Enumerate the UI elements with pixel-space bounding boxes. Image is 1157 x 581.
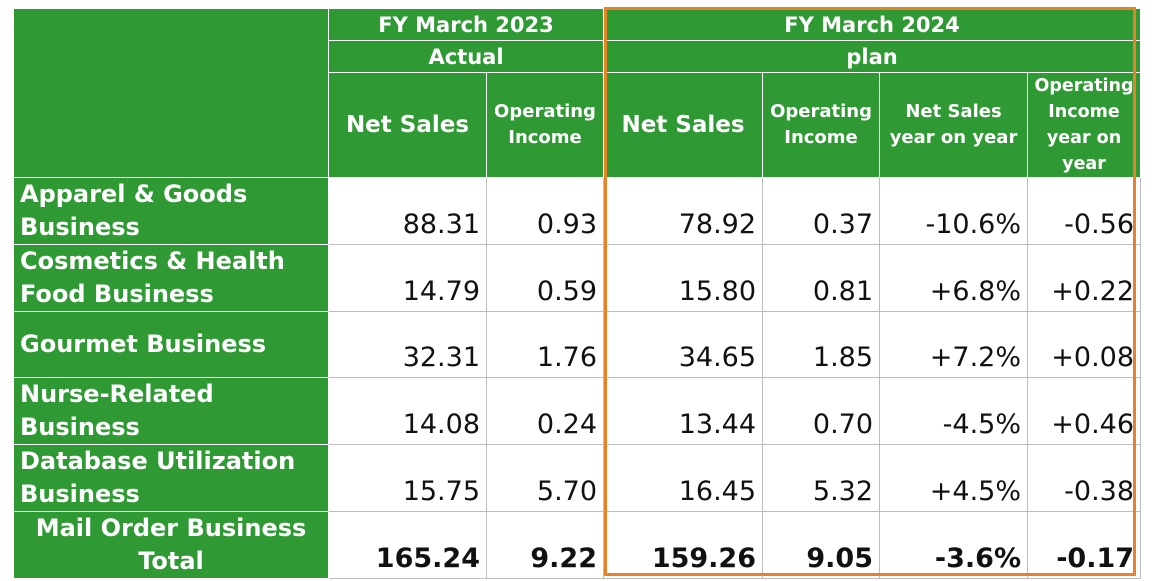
operating-income-2024-cell: 1.85 xyxy=(762,311,881,378)
table-row: Database Utilization Business 15.75 5.70… xyxy=(13,444,1142,512)
net-sales-yoy-cell: -10.6% xyxy=(879,177,1029,245)
operating-income-yoy-cell: +0.08 xyxy=(1027,311,1142,378)
col-net-sales-yoy: Net Sales year on year xyxy=(879,72,1029,178)
net-sales-2023-cell: 32.31 xyxy=(328,311,487,378)
col-operating-income-yoy: Operating Income year on year xyxy=(1027,72,1142,178)
net-sales-2023-cell: 15.75 xyxy=(328,444,487,512)
operating-income-2023-cell: 0.59 xyxy=(485,244,605,312)
operating-income-2024-cell: 0.37 xyxy=(762,177,881,245)
operating-income-2023-cell: 1.76 xyxy=(485,311,605,378)
total-net-sales-2024: 159.26 xyxy=(603,511,764,579)
fy2024-header: FY March 2024 xyxy=(603,8,1142,41)
col-operating-income-2024: Operating Income xyxy=(762,72,881,178)
actual-header: Actual xyxy=(327,40,605,73)
operating-income-2023-cell: 0.24 xyxy=(485,377,605,445)
net-sales-2023-cell: 14.79 xyxy=(328,244,487,312)
net-sales-2024-cell: 34.65 xyxy=(603,311,764,378)
col-net-sales-2023: Net Sales xyxy=(328,72,487,178)
operating-income-yoy-cell: -0.38 xyxy=(1027,444,1142,512)
operating-income-2023-cell: 5.70 xyxy=(485,444,605,512)
row-label: Cosmetics & Health Food Business xyxy=(13,244,329,312)
row-label: Apparel & Goods Business xyxy=(13,177,329,245)
operating-income-2024-cell: 5.32 xyxy=(762,444,881,512)
plan-header: plan xyxy=(603,40,1142,73)
operating-income-yoy-cell: +0.22 xyxy=(1027,244,1142,312)
net-sales-yoy-cell: -4.5% xyxy=(879,377,1029,445)
financial-table: FY March 2023 FY March 2024 Actual plan … xyxy=(13,8,1142,579)
row-label: Gourmet Business xyxy=(13,311,329,378)
net-sales-yoy-cell: +4.5% xyxy=(879,444,1029,512)
table-row: Cosmetics & Health Food Business 14.79 0… xyxy=(13,244,1142,312)
total-net-sales-2023: 165.24 xyxy=(328,511,487,579)
operating-income-yoy-cell: -0.56 xyxy=(1027,177,1142,245)
operating-income-yoy-cell: +0.46 xyxy=(1027,377,1142,445)
table-row: Apparel & Goods Business 88.31 0.93 78.9… xyxy=(13,177,1142,245)
operating-income-2023-cell: 0.93 xyxy=(485,177,605,245)
total-label: Mail Order Business Total xyxy=(13,511,329,579)
operating-income-2024-cell: 0.81 xyxy=(762,244,881,312)
net-sales-2024-cell: 13.44 xyxy=(603,377,764,445)
operating-income-2024-cell: 0.70 xyxy=(762,377,881,445)
net-sales-2024-cell: 15.80 xyxy=(603,244,764,312)
col-net-sales-2024: Net Sales xyxy=(603,72,764,178)
total-operating-income-yoy: -0.17 xyxy=(1027,511,1142,579)
corner-cell xyxy=(13,8,329,178)
net-sales-2023-cell: 14.08 xyxy=(328,377,487,445)
net-sales-2024-cell: 78.92 xyxy=(603,177,764,245)
net-sales-yoy-cell: +7.2% xyxy=(879,311,1029,378)
total-row: Mail Order Business Total 165.24 9.22 15… xyxy=(13,511,1142,579)
fy2023-header: FY March 2023 xyxy=(327,8,605,41)
row-label: Nurse-Related Business xyxy=(13,377,329,445)
total-net-sales-yoy: -3.6% xyxy=(879,511,1029,579)
col-operating-income-2023: Operating Income xyxy=(485,72,605,178)
total-operating-income-2023: 9.22 xyxy=(485,511,605,579)
net-sales-2024-cell: 16.45 xyxy=(603,444,764,512)
table-row: Gourmet Business 32.31 1.76 34.65 1.85 +… xyxy=(13,311,1142,378)
net-sales-yoy-cell: +6.8% xyxy=(879,244,1029,312)
row-label: Database Utilization Business xyxy=(13,444,329,512)
total-operating-income-2024: 9.05 xyxy=(762,511,881,579)
table-row: Nurse-Related Business 14.08 0.24 13.44 … xyxy=(13,377,1142,445)
net-sales-2023-cell: 88.31 xyxy=(328,177,487,245)
